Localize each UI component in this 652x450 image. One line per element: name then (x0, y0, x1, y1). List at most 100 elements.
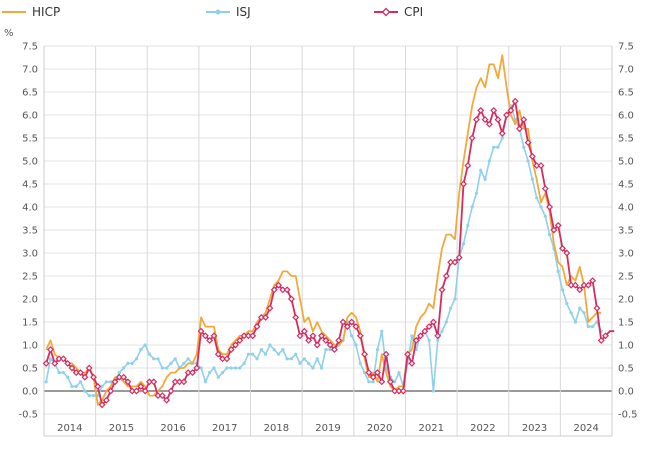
data-point-cpi (133, 387, 140, 395)
data-point-isj (573, 320, 578, 324)
data-point-cpi (339, 318, 347, 326)
y-tick-label-left: 0.0 (22, 387, 38, 398)
data-point-isj (427, 338, 431, 342)
data-point-isj (319, 366, 324, 370)
data-point-cpi (571, 281, 579, 289)
data-point-isj (371, 380, 375, 384)
data-point-isj (208, 371, 212, 375)
data-point-cpi (210, 332, 218, 340)
data-point-cpi (563, 249, 571, 257)
y-tick-label-left: -0.5 (18, 410, 38, 421)
data-point-isj (57, 371, 61, 375)
y-tick-label-right: 1.0 (618, 341, 634, 352)
data-point-cpi (275, 281, 282, 289)
data-point-isj (328, 348, 332, 352)
data-point-cpi (68, 364, 76, 372)
data-point-isj (186, 357, 190, 361)
data-point-isj (78, 380, 83, 384)
data-point-cpi (262, 313, 270, 321)
data-point-cpi (90, 373, 97, 381)
data-point-isj (315, 357, 319, 361)
data-point-isj (147, 352, 152, 356)
data-point-cpi (318, 332, 325, 340)
data-point-cpi (322, 336, 330, 344)
y-tick-label-right: 3.0 (618, 249, 634, 260)
data-point-cpi (455, 254, 463, 262)
data-point-cpi (589, 277, 597, 285)
data-point-cpi (163, 396, 171, 404)
data-point-isj (87, 394, 91, 398)
data-point-isj (479, 168, 483, 172)
data-point-isj (229, 366, 233, 370)
data-point-cpi (292, 313, 300, 321)
data-point-isj (543, 214, 547, 218)
x-tick-label: 2019 (315, 423, 340, 434)
y-tick-label-left: 6.5 (22, 88, 38, 99)
data-point-isj (152, 357, 156, 361)
data-point-cpi (356, 332, 364, 340)
data-point-cpi (421, 327, 429, 335)
data-point-cpi (51, 359, 59, 367)
data-point-cpi (481, 116, 489, 124)
data-point-isj (431, 389, 436, 393)
data-point-isj (324, 348, 328, 352)
data-point-isj (522, 145, 526, 149)
data-point-cpi (81, 373, 89, 381)
data-point-isj (591, 325, 595, 329)
data-point-cpi (64, 359, 72, 367)
data-point-cpi (494, 116, 502, 124)
y-tick-label-left: 5.0 (22, 157, 38, 168)
data-point-cpi (98, 401, 106, 409)
data-point-cpi (473, 116, 480, 124)
data-point-isj (285, 357, 289, 361)
data-point-cpi (451, 258, 459, 266)
data-point-isj (255, 357, 259, 361)
data-point-isj (212, 366, 216, 370)
data-point-isj (117, 371, 121, 375)
data-point-isj (61, 371, 65, 375)
data-point-cpi (485, 120, 493, 128)
data-point-isj (393, 380, 397, 384)
data-point-cpi (477, 106, 485, 114)
series-lines (42, 54, 615, 409)
data-point-cpi (227, 346, 235, 354)
y-tick-label-right: 7.0 (618, 65, 634, 76)
data-point-cpi (313, 341, 321, 349)
y-tick-label-right: 0.0 (618, 387, 634, 398)
data-point-isj (582, 311, 586, 315)
data-point-cpi (382, 350, 390, 358)
x-tick-label: 2016 (160, 423, 185, 434)
data-point-cpi (460, 180, 467, 188)
y-tick-label-right: -0.5 (618, 410, 638, 421)
legend-label-cpi: CPI (404, 5, 423, 19)
data-point-isj (500, 136, 504, 140)
series-line-hicp (45, 54, 602, 406)
data-point-isj (242, 361, 246, 365)
y-tick-label-right: 6.0 (618, 111, 634, 122)
y-tick-label-right: 1.5 (618, 318, 634, 329)
data-point-cpi (193, 364, 201, 372)
legend[interactable]: HICP ISJ CPI (2, 5, 423, 19)
data-point-cpi (270, 286, 278, 294)
data-point-cpi (111, 378, 119, 386)
data-point-cpi (326, 341, 334, 349)
data-point-cpi (584, 281, 592, 289)
data-point-cpi (369, 373, 377, 381)
data-point-cpi (417, 332, 424, 340)
data-point-isj (526, 159, 530, 163)
data-point-cpi (434, 332, 442, 340)
data-point-cpi (507, 106, 515, 114)
data-point-cpi (550, 226, 558, 234)
data-point-isj (496, 145, 500, 149)
legend-label-isj: ISJ (236, 5, 251, 19)
data-point-isj (586, 325, 590, 329)
y-tick-label-right: 4.0 (618, 203, 634, 214)
y-tick-label-left: 3.0 (22, 249, 38, 260)
data-point-isj (350, 334, 354, 338)
data-point-cpi (464, 162, 472, 170)
data-point-cpi (201, 332, 209, 340)
data-point-isj (492, 145, 496, 149)
data-point-isj (251, 352, 255, 356)
y-tick-label-right: 5.0 (618, 157, 634, 168)
